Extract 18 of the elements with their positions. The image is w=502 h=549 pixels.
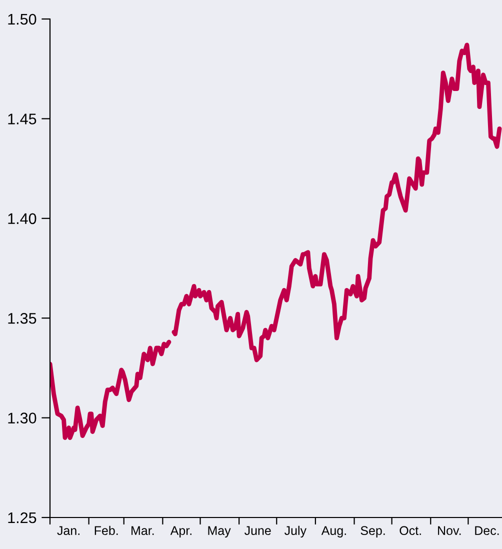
x-tick-label: July — [284, 526, 306, 538]
x-tick-label: May — [208, 526, 231, 538]
x-tick-label: Dec. — [475, 526, 499, 536]
y-tick-label: 1.35 — [8, 312, 36, 324]
y-tick-label: 1.40 — [8, 213, 36, 224]
x-tick-label: June — [244, 526, 271, 536]
x-tick-label: Sep. — [360, 526, 385, 538]
x-tick-label: Mar. — [132, 526, 154, 536]
x-tick-label: Aug. — [321, 526, 346, 538]
x-tick-label: Feb. — [94, 526, 118, 536]
y-tick-label: 1.45 — [8, 114, 36, 124]
y-tick-label: 1.50 — [8, 14, 36, 25]
y-tick-label: 1.25 — [8, 512, 36, 524]
x-tick-label: Jan. — [57, 526, 80, 536]
x-tick-label: Apr. — [170, 526, 192, 538]
y-tick-label: 1.30 — [8, 412, 36, 424]
x-tick-label: Oct. — [400, 526, 421, 536]
x-tick-label: Nov. — [438, 526, 461, 536]
